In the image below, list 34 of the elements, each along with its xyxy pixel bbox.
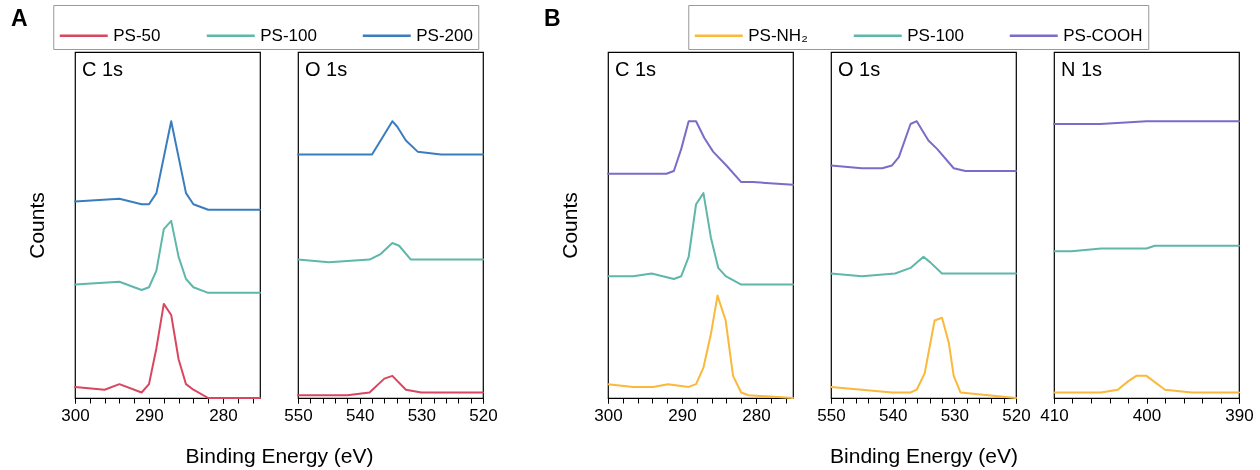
x-tick-label: 540 (878, 405, 908, 425)
x-tick-label: 550 (817, 405, 846, 425)
legend-label: PS-100 (260, 25, 317, 45)
x-tick-label: 530 (940, 405, 970, 425)
x-tick-label: 280 (209, 405, 238, 425)
legend-label: PS-NH₂ (748, 25, 808, 45)
x-tick-label: 520 (469, 405, 498, 425)
x-tick-label: 290 (135, 405, 164, 425)
legend-label: PS-COOH (1063, 25, 1143, 45)
chart-title: C 1s (82, 58, 124, 80)
chart-title: O 1s (305, 58, 348, 80)
x-tick-label: 550 (284, 405, 313, 425)
x-tick-label: 290 (668, 405, 697, 425)
legend-label: PS-50 (113, 25, 161, 45)
x-tick-label: 540 (345, 405, 375, 425)
x-axis-title: Binding Energy (eV) (185, 443, 374, 467)
x-tick-label: 410 (1040, 405, 1069, 425)
x-tick-label: 300 (594, 405, 623, 425)
chart-title: C 1s (615, 58, 657, 80)
legend-label: PS-100 (907, 25, 964, 45)
y-axis-title: Counts (24, 192, 48, 259)
x-tick-label: 390 (1225, 405, 1254, 425)
x-tick-label: 280 (742, 405, 771, 425)
y-axis-title: Counts (557, 192, 581, 259)
x-tick-label: 520 (1002, 405, 1031, 425)
legend-label: PS-200 (416, 25, 473, 45)
x-tick-label: 300 (61, 405, 90, 425)
chart-title: N 1s (1061, 58, 1103, 80)
chart-title: O 1s (838, 58, 881, 80)
x-tick-label: 400 (1132, 405, 1162, 425)
text: B (544, 5, 561, 31)
x-axis-title: Binding Energy (eV) (830, 443, 1018, 467)
text: A (11, 5, 28, 31)
x-tick-label: 530 (407, 405, 437, 425)
